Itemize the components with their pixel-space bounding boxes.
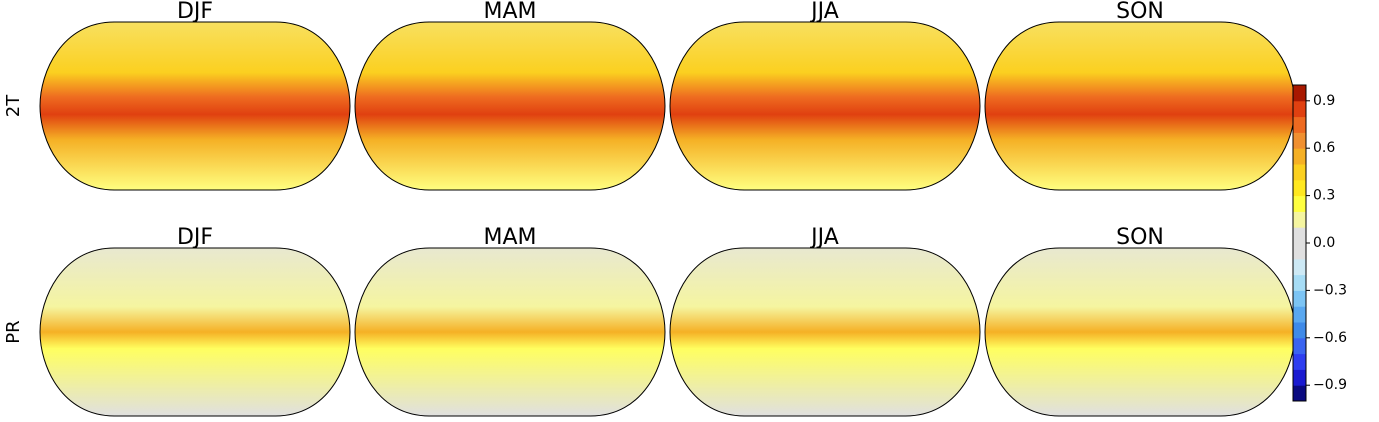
colorbar-level [1293, 100, 1306, 118]
colorbar-tick-label: 0.0 [1313, 235, 1335, 251]
colorbar-tick-label: −0.3 [1313, 282, 1347, 298]
panel-title: DJF [177, 0, 213, 24]
colorbar-tick-label: 0.6 [1313, 140, 1335, 156]
colorbar-level [1293, 369, 1306, 386]
map-panel [984, 247, 1296, 417]
row-label: PR [3, 320, 24, 343]
map-panel [984, 21, 1296, 191]
colorbar-level [1293, 290, 1306, 307]
colorbar-level [1293, 227, 1306, 244]
colorbar-level [1293, 353, 1306, 370]
panel-title: SON [1116, 0, 1164, 24]
colorbar-level [1293, 164, 1306, 181]
row-label: 2T [3, 94, 24, 117]
panel-title: MAM [483, 225, 536, 250]
colorbar-level [1293, 274, 1306, 291]
colorbar-level [1293, 211, 1306, 228]
panel-title: DJF [177, 225, 213, 250]
colorbar-level [1293, 132, 1306, 149]
colorbar-level [1293, 116, 1306, 133]
panel-title: JJA [809, 0, 839, 24]
colorbar-level [1293, 85, 1306, 102]
panel-title: JJA [809, 225, 839, 250]
colorbar-level [1293, 195, 1306, 212]
colorbar-level [1293, 322, 1306, 339]
map-panel [669, 21, 981, 191]
colorbar-tick-label: 0.9 [1313, 93, 1335, 109]
map-panel [39, 247, 351, 417]
colorbar-level [1293, 306, 1306, 323]
colorbar-tick-label: −0.9 [1313, 377, 1347, 393]
colorbar-level [1293, 337, 1306, 355]
colorbar-tick-label: 0.3 [1313, 188, 1335, 204]
map-panel [354, 247, 666, 417]
colorbar-level [1293, 258, 1306, 276]
map-panel [669, 247, 981, 417]
colorbar-level [1293, 243, 1306, 260]
colorbar-tick-label: −0.6 [1313, 330, 1347, 346]
colorbar-level [1293, 148, 1306, 165]
colorbar-level [1293, 179, 1306, 197]
colorbar-level [1293, 385, 1306, 402]
map-panel [39, 21, 351, 191]
panel-title: MAM [483, 0, 536, 24]
map-panel [354, 21, 666, 191]
panel-title: SON [1116, 225, 1164, 250]
